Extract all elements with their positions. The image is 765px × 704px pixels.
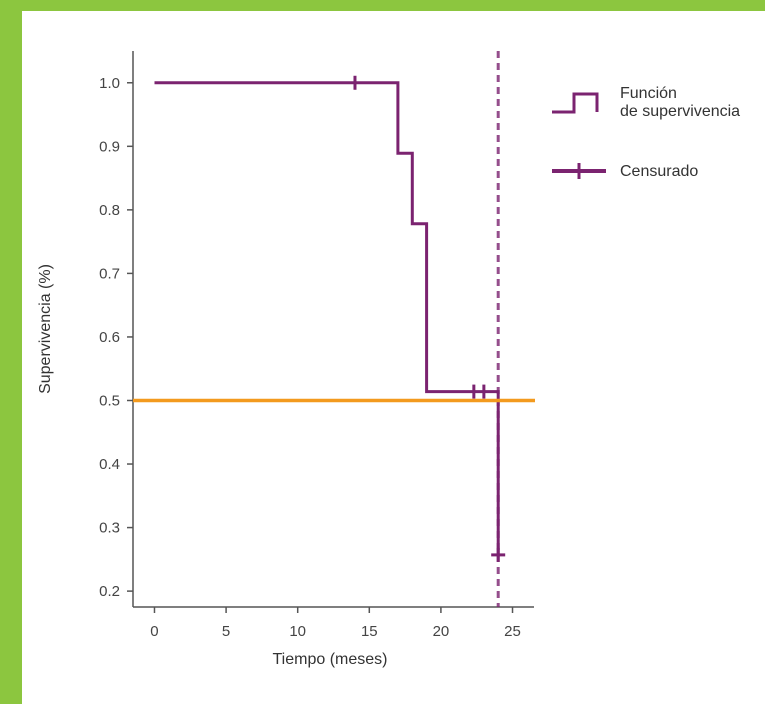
y-tick-label: 0.9 xyxy=(99,138,120,155)
x-tick-label: 5 xyxy=(222,623,230,640)
legend-item-censored: Censurado xyxy=(552,163,698,180)
ticks: 0 5 10 15 20 25 0.2 0.3 0.4 0.5 0.6 0.7 0.8 0.9 1.0 xyxy=(99,75,521,640)
y-tick-label: 0.5 xyxy=(99,392,120,409)
y-tick-label: 0.2 xyxy=(99,583,120,600)
chart-panel: 0 5 10 15 20 25 0.2 0.3 0.4 0.5 0.6 0.7 0.8 0.9 1.0 Ti… xyxy=(22,11,765,704)
legend-label-survival-1: Función xyxy=(620,85,677,102)
legend-step-line xyxy=(552,92,599,114)
legend-label-censored: Censurado xyxy=(620,163,698,180)
y-axis-title: Supervivencia (%) xyxy=(37,264,54,394)
x-tick-label: 20 xyxy=(433,623,450,640)
x-axis-title: Tiempo (meses) xyxy=(273,651,388,668)
x-tick-label: 15 xyxy=(361,623,378,640)
y-tick-label: 0.4 xyxy=(99,456,120,473)
y-tick-label: 0.3 xyxy=(99,520,120,537)
plot-area xyxy=(133,51,535,607)
x-tick-label: 25 xyxy=(504,623,521,640)
survival-chart: 0 5 10 15 20 25 0.2 0.3 0.4 0.5 0.6 0.7 0.8 0.9 1.0 Ti… xyxy=(37,51,740,668)
y-tick-label: 0.8 xyxy=(99,202,120,219)
legend-label-survival-2: de supervivencia xyxy=(620,103,740,120)
y-tick-label: 1.0 xyxy=(99,75,120,92)
x-tick-label: 10 xyxy=(289,623,306,640)
x-tick-label: 0 xyxy=(150,623,158,640)
y-tick-label: 0.6 xyxy=(99,329,120,346)
survival-step-line xyxy=(154,81,500,555)
legend: Función de supervivencia Censurado xyxy=(552,85,740,180)
y-tick-label: 0.7 xyxy=(99,265,120,282)
legend-item-survival: Función de supervivencia xyxy=(552,85,740,120)
axes xyxy=(132,51,534,608)
